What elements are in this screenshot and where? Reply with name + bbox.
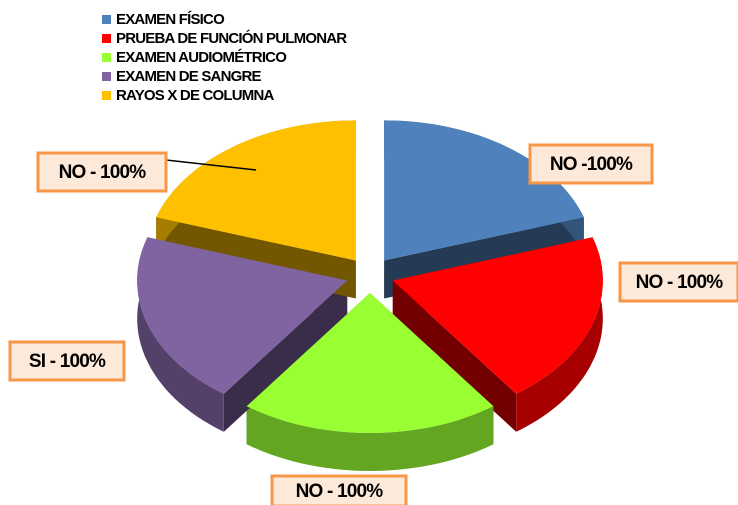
legend-label: EXAMEN DE SANGRE: [116, 68, 262, 85]
data-label-box: [528, 143, 654, 185]
legend-label: RAYOS X DE COLUMNA: [116, 87, 275, 104]
legend-swatch: [102, 15, 111, 24]
data-label: NO -100%: [550, 154, 633, 175]
slice: [156, 120, 356, 261]
data-label-box: [270, 474, 408, 505]
slice-rim: [137, 237, 224, 432]
slice: [392, 237, 603, 394]
legend-label: EXAMEN AUDIOMÉTRICO: [116, 49, 287, 66]
data-label-box: [36, 151, 168, 193]
data-label: NO - 100%: [636, 272, 724, 293]
slice-side: [392, 280, 517, 432]
slice-rim: [246, 406, 494, 471]
slice: [246, 293, 494, 433]
data-label-box: [8, 340, 126, 382]
legend-label: EXAMEN FÍSICO: [116, 11, 225, 28]
legend-swatch: [102, 34, 111, 43]
data-label: SI - 100%: [29, 351, 106, 372]
data-label: NO - 100%: [59, 162, 147, 183]
slice: [384, 120, 584, 261]
legend-label: PRUEBA DE FUNCIÓN PULMONAR: [116, 29, 347, 47]
legend-swatch: [102, 53, 111, 62]
slice-rim: [516, 237, 603, 432]
legend-swatch: [102, 91, 111, 100]
data-label: NO - 100%: [296, 481, 384, 502]
data-label-box: [618, 261, 738, 303]
leader-line: [165, 159, 257, 171]
slice-side: [223, 280, 348, 432]
slice: [137, 237, 348, 394]
legend-swatch: [102, 72, 111, 81]
